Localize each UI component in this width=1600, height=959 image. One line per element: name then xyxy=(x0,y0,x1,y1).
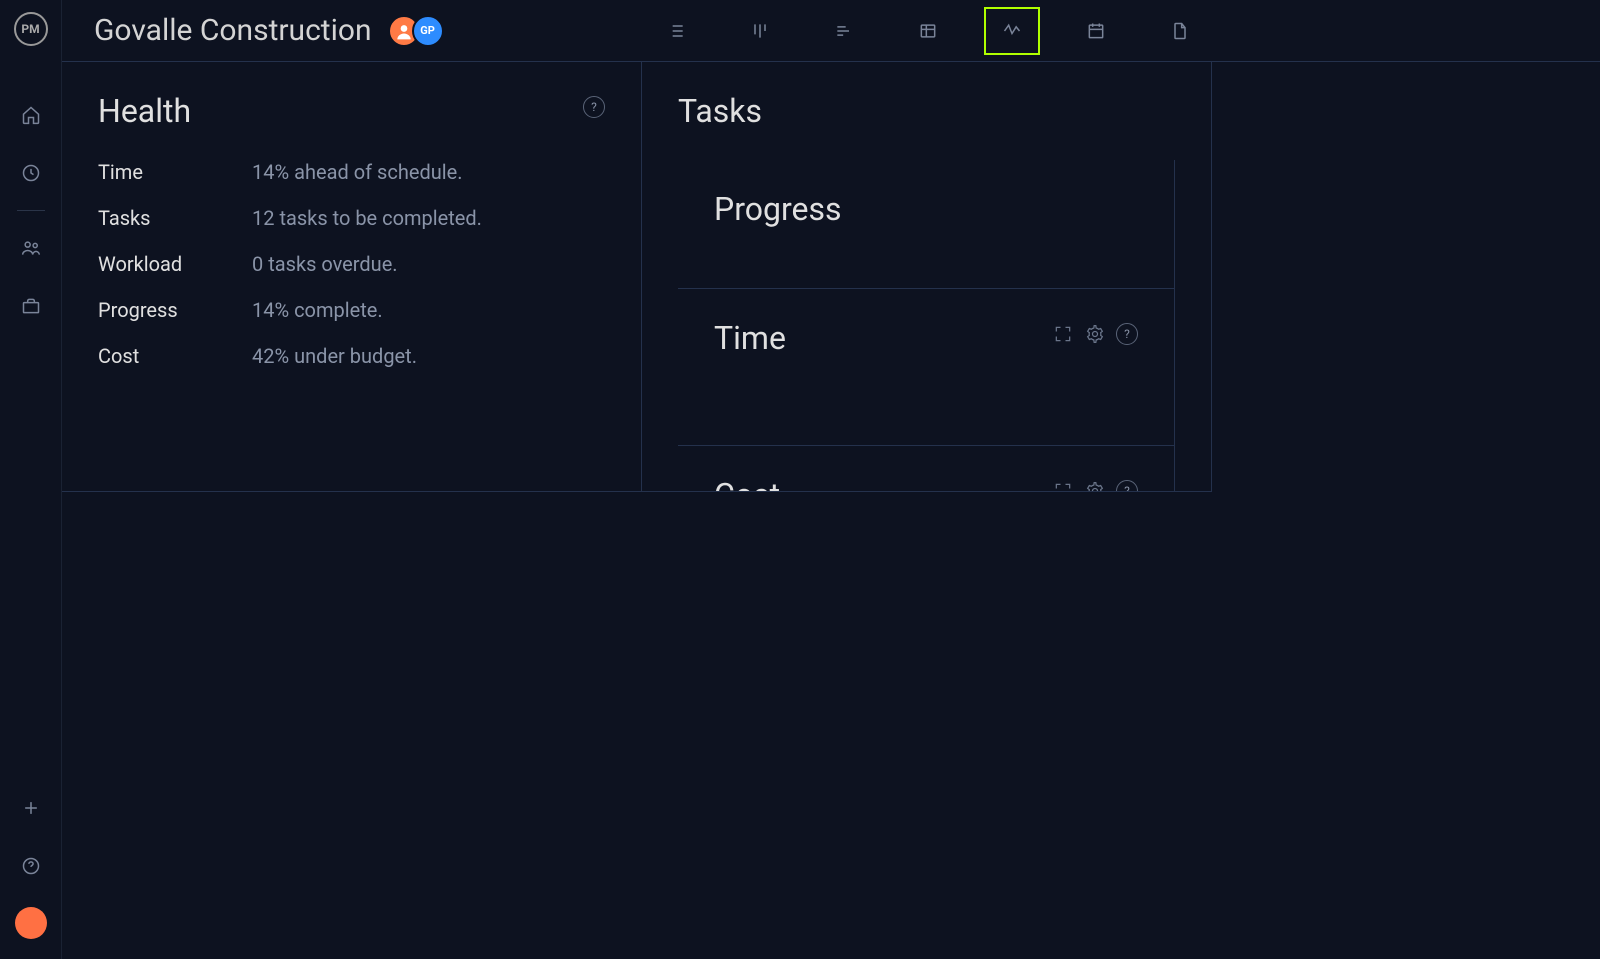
project-title: Govalle Construction xyxy=(94,13,372,48)
panel-title: Progress xyxy=(714,190,1138,228)
user-avatar[interactable] xyxy=(15,907,47,939)
expand-icon[interactable] xyxy=(1052,480,1074,492)
files-view-icon[interactable] xyxy=(1152,7,1208,55)
gantt-view-icon[interactable] xyxy=(816,7,872,55)
health-value: 0 tasks overdue. xyxy=(252,252,398,276)
health-row: Tasks12 tasks to be completed. xyxy=(98,206,605,230)
health-value: 14% ahead of schedule. xyxy=(252,160,463,184)
health-row: Time14% ahead of schedule. xyxy=(98,160,605,184)
health-value: 12 tasks to be completed. xyxy=(252,206,482,230)
view-toolbar xyxy=(648,7,1208,55)
help-icon[interactable]: ? xyxy=(1116,480,1138,492)
health-label: Cost xyxy=(98,344,252,368)
add-icon[interactable] xyxy=(20,797,42,819)
progress-panel: Progress xyxy=(678,160,1175,289)
health-value: 42% under budget. xyxy=(252,344,417,368)
clock-icon[interactable] xyxy=(20,162,42,184)
project-members[interactable]: GP xyxy=(388,15,436,47)
home-icon[interactable] xyxy=(20,104,42,126)
board-view-icon[interactable] xyxy=(732,7,788,55)
health-label: Workload xyxy=(98,252,252,276)
tasks-panel: Tasks Progress Time ? Cost ? Workload xyxy=(642,62,1212,492)
health-value: 14% complete. xyxy=(252,298,383,322)
panel-title: Health xyxy=(98,92,605,130)
dashboard-view-icon[interactable] xyxy=(984,7,1040,55)
calendar-view-icon[interactable] xyxy=(1068,7,1124,55)
member-avatar[interactable]: GP xyxy=(412,15,444,47)
health-panel: Health ? Time14% ahead of schedule.Tasks… xyxy=(62,62,642,492)
table-view-icon[interactable] xyxy=(900,7,956,55)
health-row: Cost42% under budget. xyxy=(98,344,605,368)
list-view-icon[interactable] xyxy=(648,7,704,55)
sidebar-divider xyxy=(17,210,45,211)
panel-title: Tasks xyxy=(678,92,1175,130)
gear-icon[interactable] xyxy=(1084,323,1106,345)
time-panel: Time ? xyxy=(678,289,1175,446)
gear-icon[interactable] xyxy=(1084,480,1106,492)
cost-panel: Cost ? xyxy=(678,446,1175,492)
people-icon[interactable] xyxy=(20,237,42,259)
health-row: Workload0 tasks overdue. xyxy=(98,252,605,276)
health-row: Progress14% complete. xyxy=(98,298,605,322)
briefcase-icon[interactable] xyxy=(20,295,42,317)
expand-icon[interactable] xyxy=(1052,323,1074,345)
left-sidebar: PM xyxy=(0,0,62,959)
health-label: Time xyxy=(98,160,252,184)
help-icon[interactable]: ? xyxy=(1116,323,1138,345)
health-label: Tasks xyxy=(98,206,252,230)
help-icon[interactable]: ? xyxy=(583,96,605,118)
app-logo[interactable]: PM xyxy=(14,12,48,46)
help-icon[interactable] xyxy=(20,855,42,877)
health-label: Progress xyxy=(98,298,252,322)
header: Govalle Construction GP xyxy=(62,0,1600,62)
